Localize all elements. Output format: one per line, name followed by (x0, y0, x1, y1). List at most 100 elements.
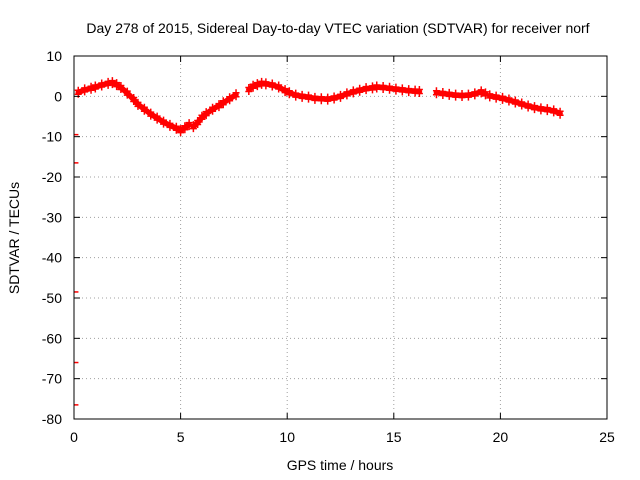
data-point (415, 89, 423, 97)
series-band (246, 80, 376, 102)
data-point (232, 93, 240, 101)
x-tick-label: 20 (493, 429, 509, 445)
data-point (518, 102, 526, 110)
data-point (147, 112, 155, 120)
data-point (386, 86, 394, 94)
data-point (337, 94, 344, 102)
data-point (160, 120, 168, 128)
data-point (556, 111, 564, 119)
data-point (373, 85, 381, 93)
x-tick-label: 0 (70, 429, 78, 445)
data-point (362, 87, 370, 95)
x-tick-label: 25 (599, 429, 615, 445)
plot-frame (73, 55, 608, 420)
data-point (202, 112, 210, 120)
data-point (245, 87, 253, 95)
data-point (285, 91, 293, 99)
series-1 (74, 77, 193, 137)
data-point (432, 91, 440, 99)
series-4 (373, 81, 423, 97)
data-point (172, 126, 180, 134)
data-point (292, 93, 300, 101)
data-point (81, 88, 89, 96)
data-point (104, 81, 112, 89)
series-3 (245, 77, 376, 105)
y-tick-label: -10 (42, 129, 62, 145)
series-6 (486, 90, 564, 119)
y-tick-label: -80 (42, 411, 62, 427)
data-point (87, 86, 95, 94)
data-point (349, 90, 357, 98)
series-band (373, 84, 423, 95)
data-point (140, 107, 148, 115)
y-tick-label: 0 (54, 88, 62, 104)
data-point (486, 94, 494, 102)
y-tick-label: -40 (42, 250, 62, 266)
data-point (324, 97, 332, 105)
data-point (249, 84, 257, 92)
data-point (392, 87, 400, 95)
y-tick-label: -20 (42, 169, 62, 185)
data-point (134, 102, 142, 110)
grid (74, 56, 607, 419)
data-point (262, 82, 270, 90)
data-point (215, 104, 223, 112)
data-point (452, 93, 460, 101)
x-tick-labels: 0 5 10 15 20 25 (70, 429, 615, 445)
y-tick-label: -60 (42, 330, 62, 346)
chart-title: Day 278 of 2015, Sidereal Day-to-day VTE… (86, 20, 589, 36)
data-point (98, 83, 106, 91)
y-axis-label: SDTVAR / TECUs (6, 182, 22, 294)
y-tick-label: 10 (46, 48, 62, 64)
series-band (486, 93, 563, 117)
y-tick-label: -30 (42, 209, 62, 225)
data-point (439, 92, 447, 100)
data-point (108, 81, 116, 89)
data-marks (74, 77, 564, 406)
x-tick-label: 5 (177, 429, 185, 445)
data-point (379, 85, 387, 93)
data-point (177, 129, 185, 137)
data-point (368, 86, 376, 94)
data-point (209, 107, 217, 115)
data-point (123, 91, 131, 99)
data-point (537, 107, 545, 115)
data-point (477, 90, 485, 98)
data-point (499, 96, 507, 104)
data-point (298, 94, 306, 102)
data-point (153, 116, 161, 124)
series-2 (189, 89, 240, 133)
data-point (524, 104, 532, 112)
data-point (226, 97, 234, 105)
data-point (405, 89, 413, 97)
data-point (219, 101, 227, 109)
data-point (117, 85, 125, 93)
axis-ticks (73, 55, 608, 420)
x-tick-label: 10 (279, 429, 295, 445)
data-point (531, 106, 539, 114)
data-point (311, 96, 319, 104)
series-5 (432, 86, 489, 102)
y-tick-label: -50 (42, 290, 62, 306)
data-point (189, 125, 197, 133)
data-point (445, 92, 453, 100)
data-point (113, 83, 121, 91)
data-point (91, 85, 99, 93)
data-point (458, 94, 466, 102)
data-point (305, 95, 313, 103)
data-point (330, 96, 338, 104)
y-tick-label: -70 (42, 371, 62, 387)
data-point (166, 123, 174, 131)
data-point (492, 95, 500, 103)
x-tick-label: 15 (386, 429, 402, 445)
data-point (543, 108, 551, 116)
data-point (511, 100, 519, 108)
data-point (268, 83, 276, 91)
data-point (198, 115, 206, 123)
y-tick-labels: 10 0 -10 -20 -30 -40 -50 -60 -70 -80 (42, 48, 62, 427)
data-point (194, 121, 202, 129)
data-point (275, 85, 283, 93)
x-axis-label: GPS time / hours (287, 457, 394, 473)
data-point (181, 126, 189, 134)
